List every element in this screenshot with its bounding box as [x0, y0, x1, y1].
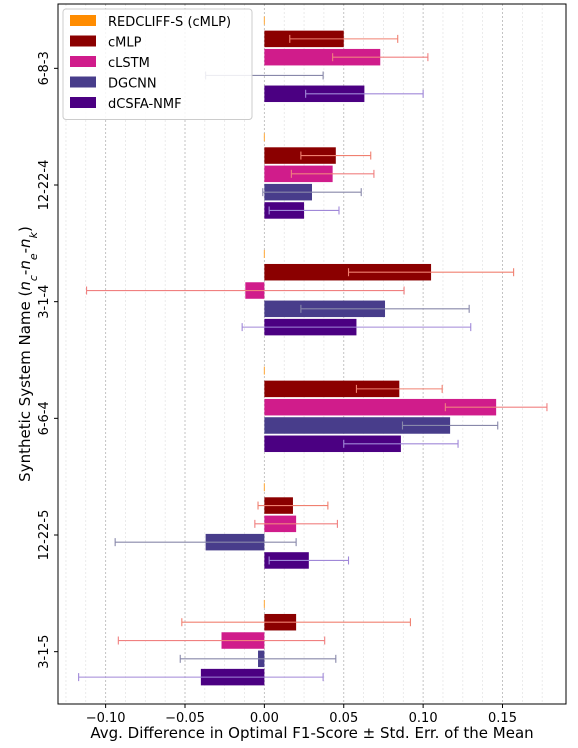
bar-dcsfa-nmf-6-6-4	[264, 435, 401, 453]
legend-swatch	[70, 97, 96, 108]
y-tick-label: 12-22-5	[37, 510, 52, 561]
legend-label: cMLP	[108, 36, 142, 51]
plot-frame	[57, 3, 567, 705]
legend-swatch	[70, 56, 96, 67]
legend-swatch	[70, 76, 96, 88]
y-axis-title-n2: n	[16, 260, 34, 270]
legend-swatch	[70, 35, 96, 47]
y-axis-title-sub-c: c	[27, 275, 40, 281]
y-axis-title-sub-e: e	[27, 253, 40, 260]
legend-label: REDCLIFF-S (cMLP)	[108, 15, 231, 30]
bar-cmlp-3-1-4	[264, 263, 432, 281]
legend-label: DGCNN	[108, 77, 157, 92]
bars	[78, 12, 548, 686]
x-tick-label: −0.05	[165, 711, 205, 726]
bar-cmlp-6-6-4	[264, 380, 400, 398]
y-axis-title-sub-k: k	[27, 231, 40, 238]
x-tick-label: 0.05	[329, 711, 358, 726]
legend-box	[62, 8, 253, 120]
legend: REDCLIFF-S (cMLP) cMLP cLSTM DGCNN dCSFA-NMF	[62, 8, 253, 120]
x-tick-label: 0.15	[488, 711, 517, 726]
bar-cmlp-12-22-4	[264, 147, 336, 164]
x-tick-label: 0.00	[250, 711, 279, 726]
gridlines	[65, 4, 543, 704]
y-axis-title-suffix: )	[16, 226, 34, 232]
y-axis-title-n1: n	[16, 281, 34, 291]
x-tick-label: 0.10	[409, 711, 438, 726]
y-axis-title-prefix: Synthetic System Name (	[16, 291, 34, 482]
y-axis-title-dash2: -	[16, 248, 34, 253]
y-tick-label: 3-1-5	[37, 635, 52, 669]
y-tick-label: 6-8-3	[37, 51, 52, 85]
bar-clstm-6-6-4	[264, 398, 497, 416]
y-axis-title: Synthetic System Name (nc-ne-nk)	[16, 226, 40, 482]
y-axis-title-dash1: -	[16, 270, 34, 275]
bar-dgcnn-6-6-4	[264, 417, 451, 434]
legend-label: dCSFA-NMF	[108, 97, 182, 112]
legend-swatch	[70, 15, 96, 26]
x-axis: −0.10 −0.05 0.00 0.05 0.10 0.15	[86, 704, 517, 726]
y-tick-label: 6-6-4	[37, 401, 52, 435]
y-tick-label: 3-1-4	[37, 285, 52, 319]
y-axis-title-n3: n	[16, 238, 34, 248]
y-axis: 6-8-3 12-22-4 3-1-4 6-6-4 12-22-5 3-1-5	[37, 51, 58, 669]
bar-clstm-6-8-3	[264, 48, 381, 66]
legend-label: cLSTM	[108, 56, 150, 71]
x-tick-label: −0.10	[86, 711, 126, 726]
y-tick-label: 12-22-4	[37, 160, 52, 211]
x-axis-title: Avg. Difference in Optimal F1-Score ± St…	[90, 724, 533, 742]
